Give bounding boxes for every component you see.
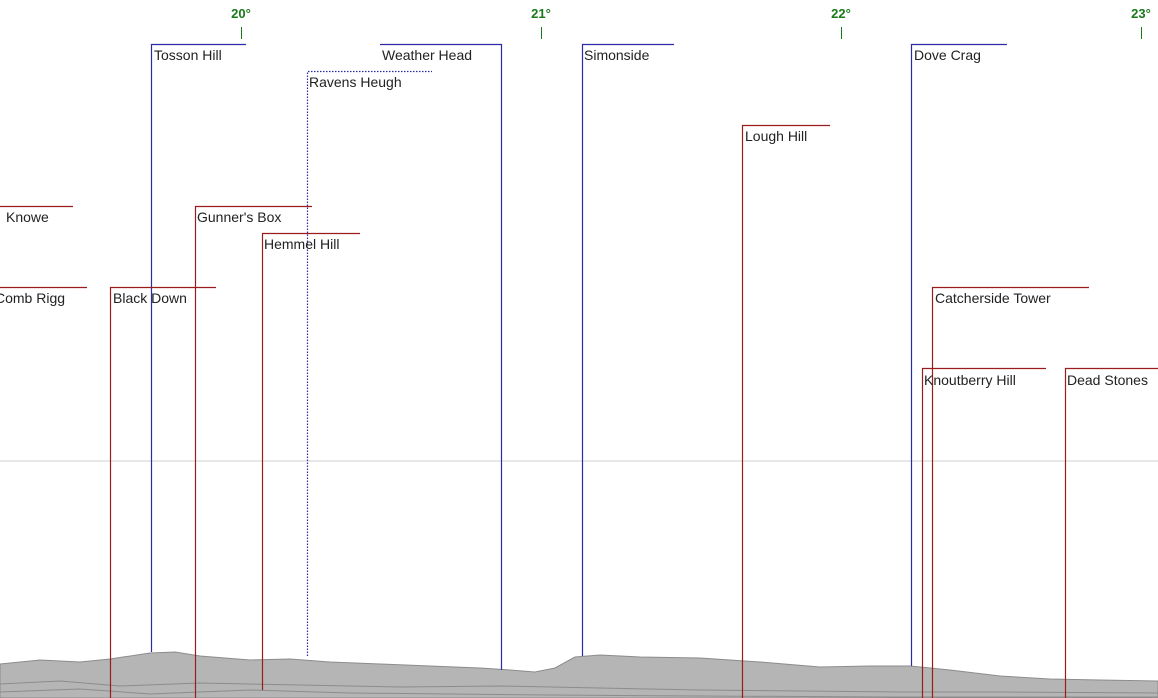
peak-marker-dove-crag: Dove Crag [910, 43, 1007, 666]
peak-line-hemmel-hill [261, 232, 360, 690]
peak-line-black-down [109, 286, 216, 698]
peak-label-lough-hill: Lough Hill [745, 128, 807, 144]
degree-label-21: 21° [531, 6, 551, 21]
peak-marker-black-down: Black Down [109, 286, 216, 698]
peak-line-ravens-heugh [306, 70, 432, 656]
peak-markers: Tosson Hill Weather Head Simonside Dove … [0, 43, 1158, 698]
peak-label-ravens-heugh: Ravens Heugh [309, 74, 402, 90]
terrain-ridge-2 [0, 688, 1158, 698]
peak-label-dove-crag: Dove Crag [914, 47, 981, 63]
peak-line-weather-head [380, 43, 503, 670]
peak-line-catcherside-tower [931, 286, 1089, 698]
peak-marker-hemmel-hill: Hemmel Hill [261, 232, 360, 690]
terrain-fill [0, 651, 1158, 698]
peak-label-knoutberry-hill: Knoutberry Hill [924, 372, 1016, 388]
peak-label-gunners-box: Gunner's Box [197, 209, 281, 225]
peak-marker-gunners-box: Gunner's Box [194, 205, 312, 698]
degree-label-22: 22° [831, 6, 851, 21]
peak-label-tosson-hill: Tosson Hill [154, 47, 222, 63]
peak-label-weather-head: Weather Head [382, 47, 472, 63]
peak-label-dead-stones: Dead Stones [1067, 372, 1148, 388]
peak-marker-ravens-heugh: Ravens Heugh [306, 70, 432, 656]
peak-label-simonside: Simonside [584, 47, 650, 63]
degree-label-20: 20° [231, 6, 251, 21]
peak-marker-simonside: Simonside [581, 43, 674, 656]
peak-label-hemmel-hill: Hemmel Hill [264, 236, 339, 252]
peak-label-catcherside-tower: Catcherside Tower [935, 290, 1051, 306]
terrain-silhouette [0, 651, 1158, 698]
peak-line-simonside [581, 43, 674, 656]
peak-marker-tosson-hill: Tosson Hill [150, 43, 246, 652]
peak-label-black-down: Black Down [113, 290, 187, 306]
peak-marker-knoutberry-hill: Knoutberry Hill [921, 367, 1046, 698]
peak-line-lough-hill [741, 124, 830, 698]
peak-marker-catcherside-tower: Catcherside Tower [931, 286, 1089, 698]
peak-label-knowe: Knowe [6, 209, 49, 225]
peak-marker-lough-hill: Lough Hill [741, 124, 830, 698]
peak-marker-dead-stones: Dead Stones [1064, 367, 1158, 698]
peak-line-knoutberry-hill [921, 367, 1046, 698]
degree-label-23: 23° [1131, 6, 1151, 21]
degree-scale: 20° 21° 22° 23° [231, 6, 1151, 39]
peak-line-tosson-hill [150, 43, 246, 652]
peak-label-comb-rigg: Comb Rigg [0, 290, 65, 306]
peak-marker-knowe: Knowe [0, 205, 73, 225]
peak-line-dove-crag [910, 43, 1007, 666]
peak-marker-weather-head: Weather Head [380, 43, 503, 670]
peak-marker-comb-rigg: Comb Rigg [0, 286, 87, 306]
terrain-ridge-1 [0, 680, 1158, 694]
peak-line-gunners-box [194, 205, 312, 698]
peak-line-dead-stones [1064, 367, 1158, 698]
